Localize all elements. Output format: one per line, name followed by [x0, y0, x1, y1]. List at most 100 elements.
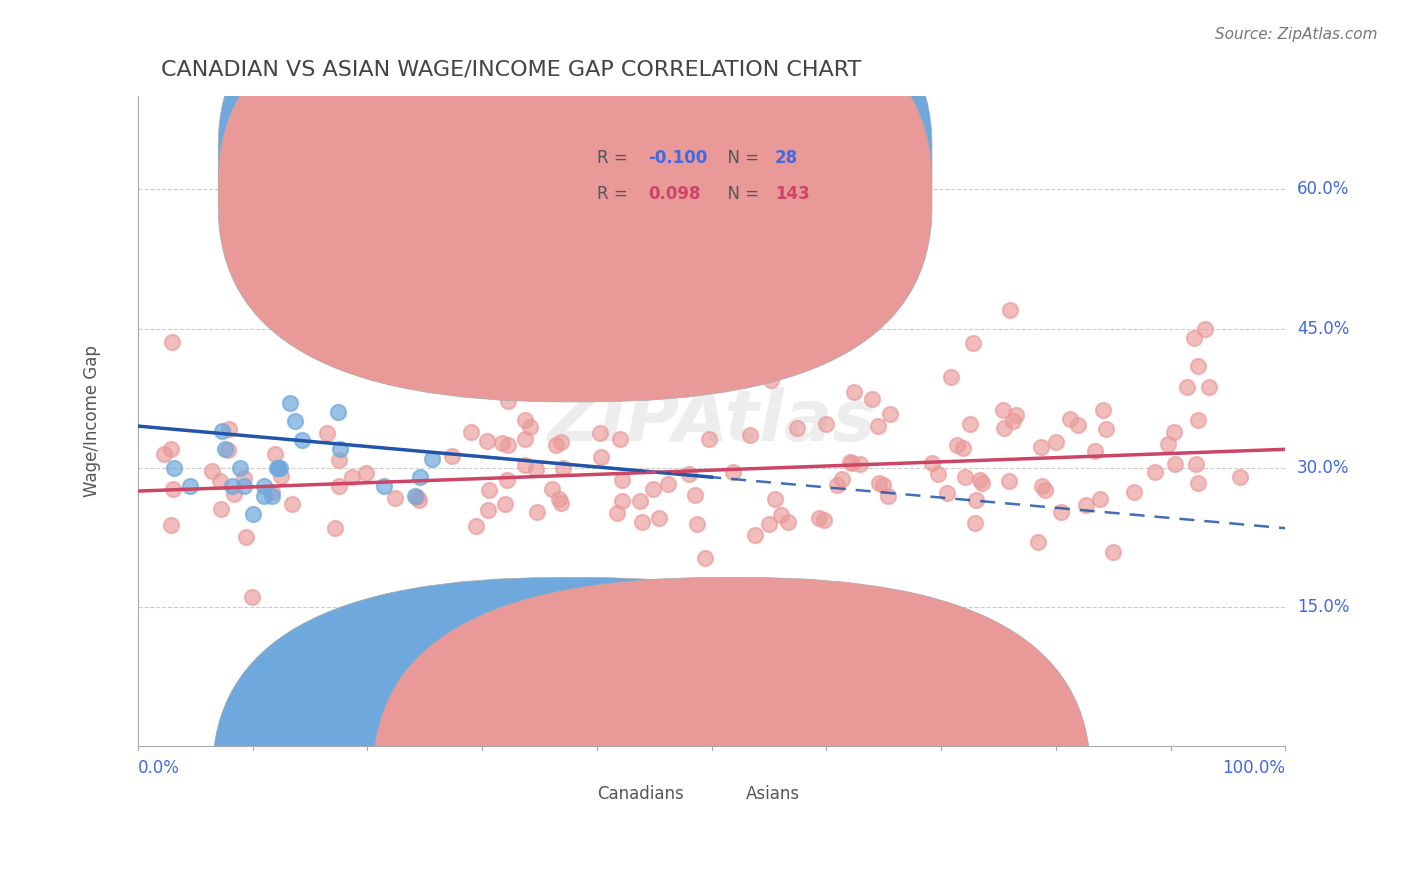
- Point: [1102, 545, 1125, 559]
- Point: [513, 412, 536, 426]
- Point: [356, 466, 378, 480]
- Point: [825, 478, 848, 492]
- Point: [477, 502, 499, 516]
- Point: [316, 426, 339, 441]
- Point: [270, 469, 292, 483]
- Point: [494, 497, 516, 511]
- Point: [683, 488, 706, 502]
- Point: [550, 496, 572, 510]
- Point: [443, 609, 465, 624]
- Point: [441, 450, 464, 464]
- Point: [657, 477, 679, 491]
- Point: [686, 517, 709, 532]
- Point: [738, 427, 761, 442]
- Point: [697, 432, 720, 446]
- Point: [496, 473, 519, 487]
- Point: [163, 461, 186, 475]
- Point: [240, 590, 263, 604]
- Point: [693, 551, 716, 566]
- Point: [1067, 417, 1090, 432]
- Point: [610, 493, 633, 508]
- Point: [519, 419, 541, 434]
- Point: [1050, 505, 1073, 519]
- Point: [496, 438, 519, 452]
- Point: [295, 331, 318, 345]
- Point: [998, 474, 1021, 488]
- Point: [969, 473, 991, 487]
- Point: [758, 517, 780, 532]
- Point: [328, 405, 350, 419]
- Point: [229, 461, 252, 475]
- Point: [214, 442, 236, 457]
- Point: [235, 530, 257, 544]
- Point: [588, 426, 610, 441]
- Point: [1001, 413, 1024, 427]
- Point: [498, 385, 520, 400]
- Text: 0.0%: 0.0%: [138, 759, 180, 778]
- Point: [284, 414, 307, 428]
- Point: [610, 473, 633, 487]
- Point: [993, 421, 1015, 435]
- Point: [408, 470, 430, 484]
- Point: [1031, 478, 1053, 492]
- Point: [1076, 498, 1098, 512]
- Point: [340, 470, 363, 484]
- Point: [162, 482, 184, 496]
- Point: [1175, 380, 1198, 394]
- Point: [659, 376, 682, 391]
- Text: N =: N =: [717, 149, 765, 167]
- Point: [541, 482, 564, 496]
- Point: [1194, 321, 1216, 335]
- Point: [222, 487, 245, 501]
- Point: [1005, 409, 1028, 423]
- Point: [162, 335, 184, 350]
- Point: [647, 511, 669, 525]
- Point: [963, 516, 986, 530]
- Text: -0.100: -0.100: [648, 149, 707, 167]
- Point: [253, 489, 276, 503]
- Point: [408, 492, 430, 507]
- Text: 28: 28: [775, 149, 797, 167]
- Point: [404, 489, 426, 503]
- Point: [770, 508, 793, 522]
- Point: [328, 479, 350, 493]
- Point: [266, 461, 288, 475]
- FancyBboxPatch shape: [212, 577, 929, 892]
- Text: Canadians: Canadians: [598, 786, 683, 804]
- Point: [927, 467, 949, 482]
- Point: [813, 513, 835, 527]
- Point: [763, 492, 786, 507]
- Point: [515, 458, 537, 473]
- Point: [945, 438, 967, 452]
- Point: [998, 303, 1021, 318]
- Point: [879, 407, 901, 421]
- Point: [744, 528, 766, 542]
- Point: [211, 424, 233, 438]
- Point: [367, 210, 389, 224]
- Text: 15.0%: 15.0%: [1296, 599, 1350, 616]
- Point: [264, 447, 287, 461]
- Point: [841, 456, 863, 470]
- Text: R =: R =: [598, 185, 633, 203]
- Point: [335, 303, 357, 318]
- Point: [868, 418, 890, 433]
- Point: [478, 483, 501, 497]
- Point: [936, 486, 959, 500]
- Point: [959, 417, 981, 432]
- Point: [496, 393, 519, 408]
- Point: [209, 474, 232, 488]
- Point: [1059, 412, 1081, 426]
- Point: [1045, 434, 1067, 449]
- Point: [876, 489, 898, 503]
- Point: [844, 384, 866, 399]
- Point: [152, 447, 174, 461]
- Point: [721, 465, 744, 479]
- Point: [406, 490, 429, 504]
- Point: [269, 461, 291, 475]
- FancyBboxPatch shape: [540, 136, 860, 227]
- Point: [631, 605, 654, 619]
- Point: [160, 442, 183, 456]
- Point: [460, 425, 482, 440]
- Point: [160, 518, 183, 533]
- FancyBboxPatch shape: [373, 577, 1090, 892]
